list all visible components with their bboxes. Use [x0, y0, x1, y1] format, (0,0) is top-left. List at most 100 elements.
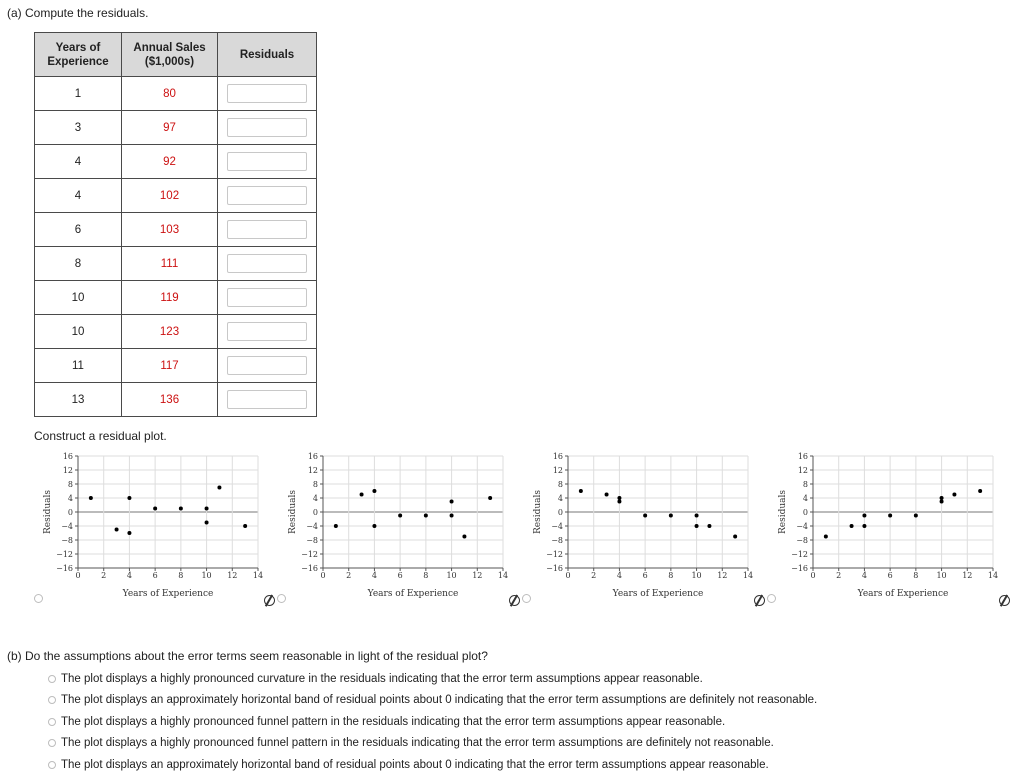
radio-button[interactable] — [48, 760, 56, 769]
x-tick-label: 14 — [988, 571, 998, 580]
option-3[interactable]: The plot displays a highly pronounced fu… — [48, 711, 817, 733]
radio-button[interactable] — [48, 739, 56, 748]
y-tick-label: −8 — [551, 536, 563, 545]
residual-point — [668, 513, 673, 518]
x-tick-label: 6 — [153, 571, 158, 580]
plot-radio-3[interactable] — [522, 594, 531, 603]
x-tick-label: 14 — [498, 571, 508, 580]
residual-point — [449, 513, 454, 518]
residual-point — [243, 524, 248, 528]
residual-point — [423, 513, 428, 518]
y-tick-label: −4 — [61, 522, 73, 531]
residual-point — [707, 524, 712, 528]
y-tick-label: 16 — [308, 452, 318, 461]
residual-point — [694, 513, 699, 518]
option-5[interactable]: The plot displays an approximately horiz… — [48, 754, 817, 776]
plot-radio-4[interactable] — [767, 594, 776, 603]
x-tick-label: 10 — [691, 571, 701, 580]
residual-input[interactable] — [227, 254, 307, 273]
radio-button[interactable] — [48, 696, 56, 705]
info-icon[interactable] — [999, 595, 1010, 606]
residual-plot-option-4[interactable]: 16 12 8 4 0 −4 −8 −12 −16 0 2 4 6 8 10 12 14 Years of Exp… — [771, 448, 999, 599]
residual-input[interactable] — [227, 390, 307, 409]
years-cell: 4 — [34, 144, 122, 179]
y-tick-label: 8 — [803, 480, 808, 489]
residual-input[interactable] — [227, 84, 307, 103]
residual-point — [372, 489, 377, 493]
plot-radio-1[interactable] — [34, 594, 43, 603]
residual-point — [217, 485, 222, 490]
residual-point — [604, 492, 609, 497]
residual-point — [488, 496, 493, 500]
residual-point — [862, 513, 867, 518]
x-tick-label: 0 — [810, 571, 815, 580]
y-tick-label: −4 — [306, 522, 318, 531]
x-axis-label: Years of Experience — [612, 589, 704, 599]
residual-plot-option-3[interactable]: 16 12 8 4 0 −4 −8 −12 −16 0 2 4 6 8 10 12 14 Years of Exp… — [526, 448, 754, 599]
residual-point — [462, 534, 467, 539]
x-tick-label: 0 — [75, 571, 80, 580]
residual-plot-option-2[interactable]: 16 12 8 4 0 −4 −8 −12 −16 0 2 4 6 8 10 12 14 Years of Exp… — [281, 448, 509, 599]
y-tick-label: −8 — [61, 536, 73, 545]
x-tick-label: 2 — [101, 571, 106, 580]
residual-plot-option-1[interactable]: 16 12 8 4 0 −4 −8 −12 −16 0 2 4 6 8 10 12 14 Years of Exp… — [36, 448, 264, 599]
x-tick-label: 0 — [565, 571, 570, 580]
residual-point — [978, 489, 983, 493]
sales-cell: 117 — [121, 348, 218, 383]
option-4[interactable]: The plot displays a highly pronounced fu… — [48, 733, 817, 755]
y-tick-label: 12 — [798, 466, 808, 475]
sales-cell: 97 — [121, 110, 218, 145]
table-row: 11 117 — [34, 348, 317, 383]
y-tick-label: −4 — [796, 522, 808, 531]
residual-point — [849, 524, 854, 528]
option-text: The plot displays a highly pronounced fu… — [61, 737, 774, 750]
header-years: Years of Experience — [34, 32, 122, 77]
radio-button[interactable] — [48, 674, 56, 683]
y-tick-label: 0 — [68, 508, 73, 517]
residual-cell — [217, 212, 317, 247]
x-tick-label: 10 — [446, 571, 456, 580]
residual-input[interactable] — [227, 152, 307, 171]
residual-point — [372, 524, 377, 528]
residual-point — [578, 489, 583, 493]
option-1[interactable]: The plot displays a highly pronounced cu… — [48, 668, 817, 690]
residual-point — [127, 531, 132, 535]
y-axis-label: Residuals — [288, 490, 298, 534]
residual-input[interactable] — [227, 186, 307, 205]
sales-cell: 111 — [121, 246, 218, 281]
x-tick-label: 2 — [591, 571, 596, 580]
residual-input[interactable] — [227, 356, 307, 375]
info-icon[interactable] — [509, 595, 520, 606]
residual-input[interactable] — [227, 220, 307, 239]
table-row: 10 123 — [34, 314, 317, 349]
radio-button[interactable] — [48, 717, 56, 726]
years-cell: 13 — [34, 382, 122, 417]
plot-radio-2[interactable] — [277, 594, 286, 603]
header-sales: Annual Sales ($1,000s) — [121, 32, 218, 77]
years-cell: 10 — [34, 314, 122, 349]
x-tick-label: 6 — [888, 571, 893, 580]
residual-cell — [217, 382, 317, 417]
option-text: The plot displays a highly pronounced fu… — [61, 715, 726, 728]
residual-point — [178, 506, 183, 511]
years-cell: 4 — [34, 178, 122, 213]
residual-input[interactable] — [227, 118, 307, 137]
sales-cell: 102 — [121, 178, 218, 213]
residual-input[interactable] — [227, 288, 307, 307]
y-axis-label: Residuals — [778, 490, 788, 534]
residual-point — [359, 492, 364, 497]
residual-point — [617, 496, 622, 500]
option-2[interactable]: The plot displays an approximately horiz… — [48, 690, 817, 712]
residual-cell — [217, 178, 317, 213]
x-tick-label: 4 — [617, 571, 622, 580]
sales-cell: 80 — [121, 76, 218, 111]
y-tick-label: 12 — [308, 466, 318, 475]
y-tick-label: −16 — [791, 564, 808, 573]
residual-input[interactable] — [227, 322, 307, 341]
info-icon[interactable] — [754, 595, 765, 606]
table-row: 4 102 — [34, 178, 317, 213]
info-icon[interactable] — [264, 595, 275, 606]
table-row: 1 80 — [34, 76, 317, 111]
x-axis-label: Years of Experience — [367, 589, 459, 599]
